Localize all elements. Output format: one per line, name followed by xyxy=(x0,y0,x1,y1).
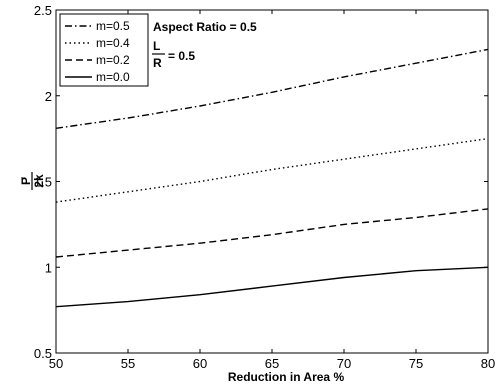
series-line-3 xyxy=(55,266,489,308)
x-tick-label: 55 xyxy=(121,356,135,371)
x-tick-label: 80 xyxy=(481,356,495,371)
annotation-ratio-value: = 0.5 xyxy=(168,49,195,63)
legend-items: m=0.5 m=0.4 m=0.2 m=0.0 xyxy=(65,19,130,84)
x-tick-label: 65 xyxy=(265,356,279,371)
y-axis-ticks: 0.5 1 1.5 2 2.5 xyxy=(34,3,488,361)
y-axis-label: P 2k xyxy=(19,172,46,190)
annotation-aspect-ratio: Aspect Ratio = 0.5 xyxy=(153,20,257,34)
annotation-ratio-denominator: R xyxy=(153,56,162,70)
y-tick-label: 0.5 xyxy=(34,346,52,361)
legend: m=0.5 m=0.4 m=0.2 m=0.0 xyxy=(59,13,149,87)
y-tick-label: 2 xyxy=(45,89,52,104)
annotation: Aspect Ratio = 0.5 L R = 0.5 xyxy=(152,20,257,70)
series-line-1 xyxy=(55,137,489,203)
series-line-2 xyxy=(55,208,489,258)
series-line-0 xyxy=(55,48,489,129)
x-tick-label: 50 xyxy=(49,356,63,371)
y-tick-label: 1.5 xyxy=(34,175,52,190)
x-tick-label: 70 xyxy=(337,356,351,371)
legend-label-2: m=0.2 xyxy=(96,53,130,67)
annotation-ratio-numerator: L xyxy=(153,39,160,53)
legend-box xyxy=(59,13,149,87)
x-axis-label: Reduction in Area % xyxy=(228,370,345,384)
legend-label-0: m=0.5 xyxy=(96,19,130,33)
y-tick-label: 2.5 xyxy=(34,3,52,18)
legend-label-1: m=0.4 xyxy=(96,36,130,50)
x-tick-label: 60 xyxy=(193,356,207,371)
legend-label-3: m=0.0 xyxy=(96,70,130,84)
series-lines xyxy=(55,48,489,308)
y-tick-label: 1 xyxy=(45,260,52,275)
y-axis-label-numerator: P xyxy=(19,177,33,185)
x-axis-ticks: 50 55 60 65 70 75 80 xyxy=(49,10,495,371)
x-tick-label: 75 xyxy=(409,356,423,371)
y-axis-label-denominator: 2k xyxy=(32,174,46,188)
